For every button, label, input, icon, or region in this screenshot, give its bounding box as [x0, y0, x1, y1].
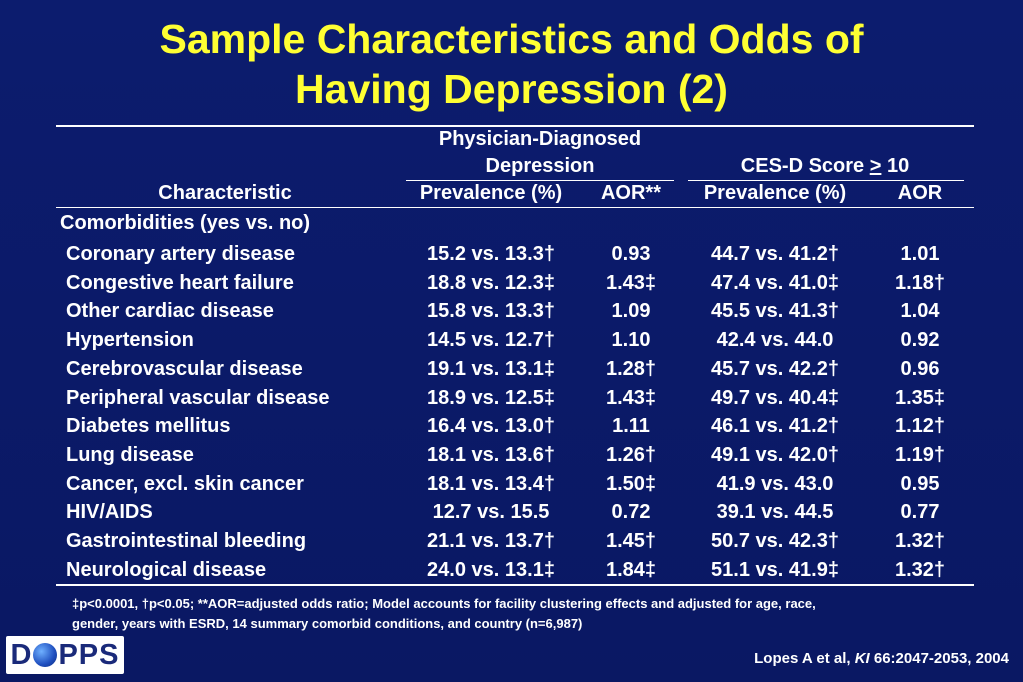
prevalence-physician: 18.8 vs. 12.3‡	[427, 272, 555, 294]
header-group1-line2: Depression	[485, 155, 595, 177]
footnote-line-1: ‡p<0.0001, †p<0.05; **AOR=adjusted odds …	[72, 596, 816, 611]
aor-physician: 1.09	[611, 300, 651, 322]
row-label: Other cardiac disease	[66, 300, 274, 322]
citation: Lopes A et al, KI 66:2047-2053, 2004	[754, 650, 1009, 667]
header-group2-prefix: CES-D Score	[740, 155, 870, 177]
aor-physician: 1.10	[611, 329, 651, 351]
aor-cesd: 1.18†	[894, 272, 946, 294]
aor-physician: 1.11	[612, 415, 650, 437]
title-line-1: Sample Characteristics and Odds of	[159, 16, 864, 62]
prevalence-physician: 24.0 vs. 13.1‡	[427, 559, 555, 581]
section-label: Comorbidities (yes vs. no)	[60, 212, 311, 234]
aor-cesd: 0.95	[900, 473, 940, 495]
row-label: Coronary artery disease	[66, 243, 296, 265]
prevalence-cesd: 50.7 vs. 42.3†	[711, 530, 839, 552]
header-bottom-rule	[56, 207, 974, 208]
header-group2: CES-D Score > 10	[680, 155, 970, 178]
aor-cesd: 1.32†	[894, 530, 946, 552]
header-group1-line1: Physician-Diagnosed	[438, 128, 642, 150]
aor-cesd: 1.35‡	[894, 387, 946, 409]
prevalence-cesd: 44.7 vs. 41.2†	[711, 243, 839, 265]
prevalence-physician: 15.2 vs. 13.3†	[427, 243, 555, 265]
aor-physician: 0.72	[611, 501, 651, 523]
prevalence-physician: 19.1 vs. 13.1‡	[427, 358, 555, 380]
prevalence-cesd: 49.7 vs. 40.4‡	[711, 387, 839, 409]
citation-prefix: Lopes A et al,	[754, 650, 855, 667]
prevalence-physician: 18.1 vs. 13.4†	[427, 473, 555, 495]
prevalence-cesd: 47.4 vs. 41.0‡	[711, 272, 839, 294]
prevalence-cesd: 49.1 vs. 42.0†	[711, 444, 839, 466]
row-label: Lung disease	[66, 444, 194, 466]
prevalence-cesd: 39.1 vs. 44.5	[716, 501, 834, 523]
prevalence-cesd: 45.7 vs. 42.2†	[711, 358, 839, 380]
footnote-line-2: gender, years with ESRD, 14 summary como…	[72, 616, 583, 631]
aor-physician: 1.45†	[605, 530, 657, 552]
row-label: Hypertension	[66, 329, 194, 351]
prevalence-cesd: 42.4 vs. 44.0	[716, 329, 834, 351]
prevalence-physician: 18.1 vs. 13.6†	[427, 444, 555, 466]
aor-physician: 1.43‡	[605, 272, 657, 294]
prevalence-cesd: 45.5 vs. 41.3†	[711, 300, 839, 322]
footnote: ‡p<0.0001, †p<0.05; **AOR=adjusted odds …	[72, 594, 972, 634]
aor-cesd: 1.19†	[894, 444, 946, 466]
header-group2-suffix: 10	[881, 155, 910, 177]
aor-physician: 1.43‡	[605, 387, 657, 409]
row-label: Gastrointestinal bleeding	[66, 530, 307, 552]
aor-physician: 1.28†	[605, 358, 657, 380]
prevalence-cesd: 51.1 vs. 41.9‡	[711, 559, 839, 581]
header-aor-1: AOR**	[600, 182, 661, 204]
row-label: Peripheral vascular disease	[66, 387, 330, 409]
citation-suffix: 66:2047-2053, 2004	[869, 650, 1009, 667]
table-top-rule	[56, 125, 974, 127]
aor-cesd: 0.96	[900, 358, 940, 380]
dopps-logo: D PPS	[6, 636, 124, 674]
aor-cesd: 1.32†	[894, 559, 946, 581]
prevalence-physician: 15.8 vs. 13.3†	[427, 300, 555, 322]
aor-cesd: 0.77	[900, 501, 940, 523]
header-prevalence-2: Prevalence (%)	[703, 182, 847, 204]
header-aor-2: AOR	[897, 182, 943, 204]
logo-text-left: D	[10, 638, 33, 671]
prevalence-physician: 18.9 vs. 12.5‡	[427, 387, 555, 409]
prevalence-physician: 14.5 vs. 12.7†	[427, 329, 555, 351]
aor-physician: 1.84‡	[605, 559, 657, 581]
title-line-2: Having Depression (2)	[295, 66, 728, 112]
prevalence-physician: 12.7 vs. 15.5	[432, 501, 550, 523]
aor-physician: 1.50‡	[605, 473, 657, 495]
aor-physician: 0.93	[611, 243, 651, 265]
globe-icon	[33, 643, 58, 667]
header-group2-symbol: >	[869, 155, 882, 177]
header-prevalence-1: Prevalence (%)	[419, 182, 563, 204]
slide-title: Sample Characteristics and Odds of Havin…	[0, 14, 1023, 114]
aor-cesd: 0.92	[900, 329, 940, 351]
header-group1-underline	[406, 180, 674, 181]
header-characteristic: Characteristic	[158, 182, 292, 204]
prevalence-cesd: 46.1 vs. 41.2†	[711, 415, 839, 437]
prevalence-physician: 16.4 vs. 13.0†	[427, 415, 555, 437]
aor-physician: 1.26†	[605, 444, 657, 466]
prevalence-cesd: 41.9 vs. 43.0	[716, 473, 834, 495]
row-label: HIV/AIDS	[66, 501, 153, 523]
row-label: Cerebrovascular disease	[66, 358, 303, 380]
aor-cesd: 1.01	[900, 243, 940, 265]
row-label: Congestive heart failure	[66, 272, 294, 294]
aor-cesd: 1.12†	[894, 415, 946, 437]
row-label: Diabetes mellitus	[66, 415, 231, 437]
table-bottom-rule	[56, 584, 974, 586]
prevalence-physician: 21.1 vs. 13.7†	[427, 530, 555, 552]
citation-journal: KI	[854, 650, 870, 667]
aor-cesd: 1.04	[900, 300, 940, 322]
logo-text-right: PPS	[58, 638, 120, 671]
row-label: Neurological disease	[66, 559, 267, 581]
header-group2-underline	[688, 180, 964, 181]
row-label: Cancer, excl. skin cancer	[66, 473, 304, 495]
